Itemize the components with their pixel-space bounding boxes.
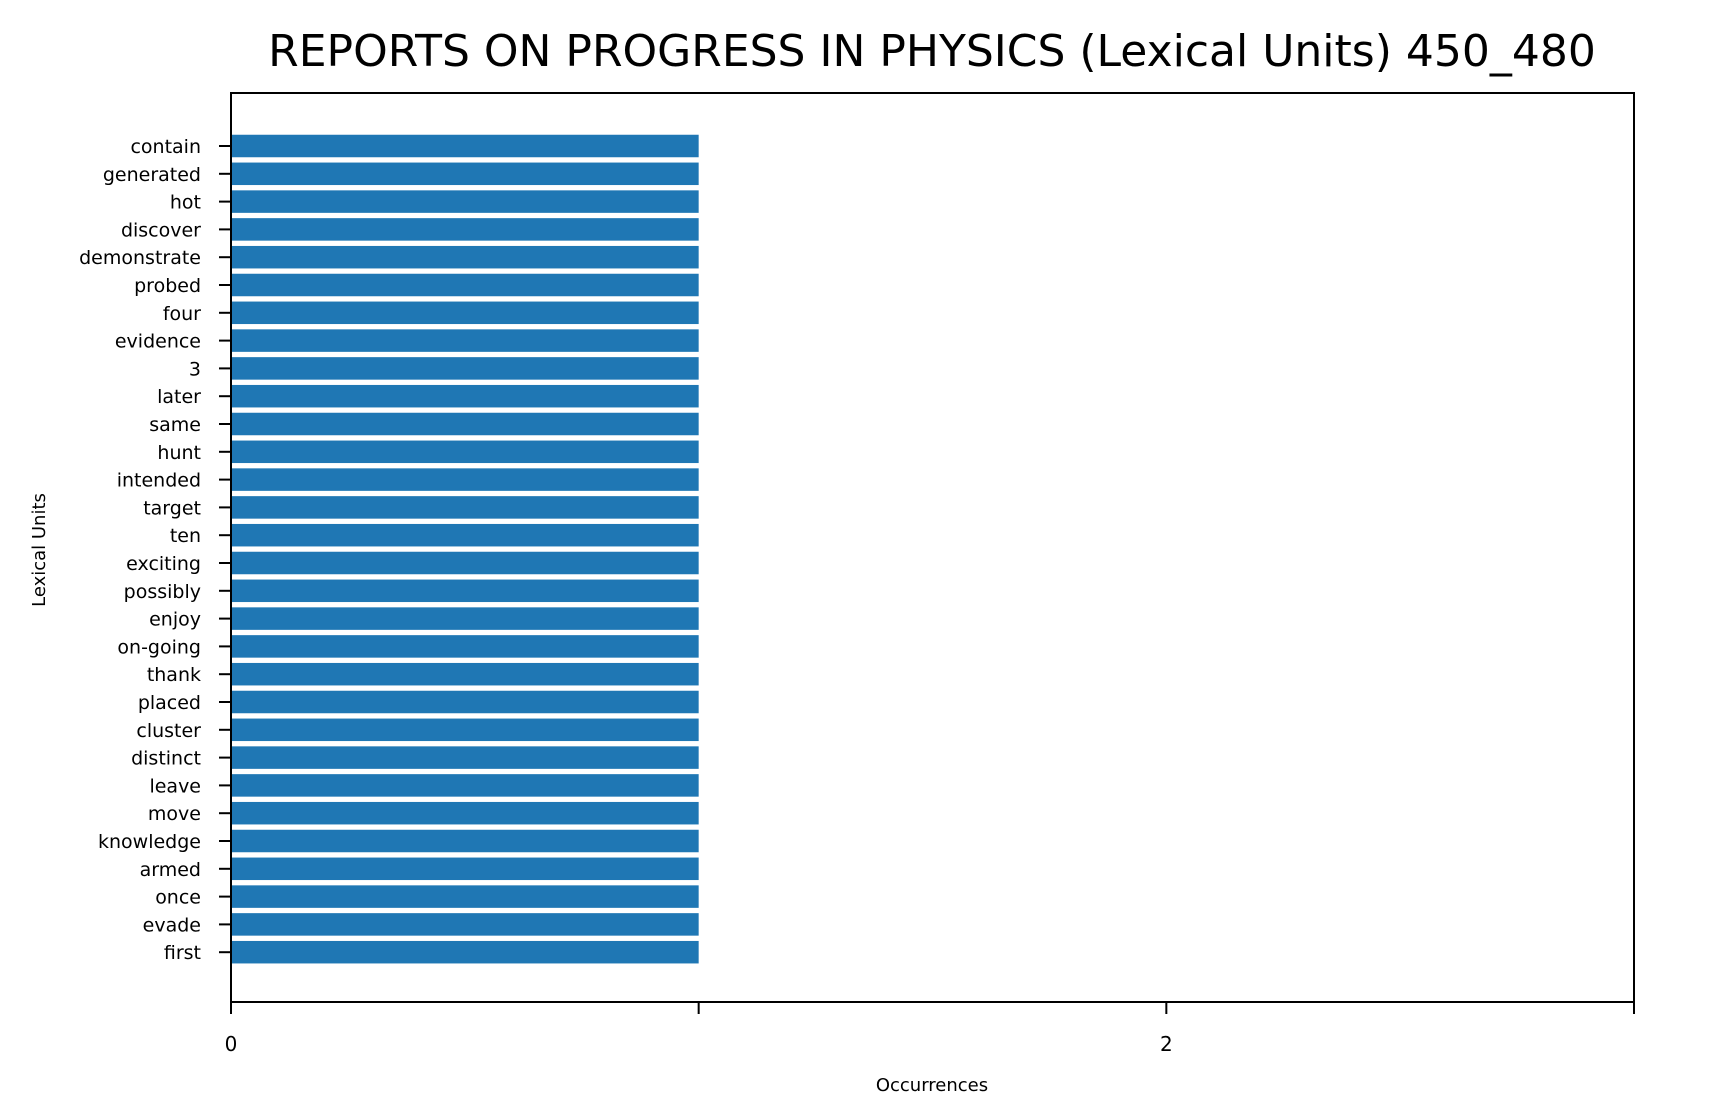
y-tick-label: on-going: [117, 636, 201, 658]
y-tick-label: four: [163, 303, 201, 325]
y-tick-label: placed: [138, 692, 201, 714]
bar-same: [231, 412, 699, 436]
y-tick-label: knowledge: [98, 831, 201, 853]
bar-distinct: [231, 746, 699, 769]
bar-knowledge: [231, 829, 699, 853]
y-tick-label: generated: [103, 164, 201, 186]
bar-probed: [231, 273, 699, 297]
y-tick-label: possibly: [124, 581, 201, 603]
x-tick-label: 2: [1160, 1032, 1173, 1056]
bar-discover: [231, 218, 699, 241]
y-tick-label: later: [157, 386, 201, 408]
chart-title: REPORTS ON PROGRESS IN PHYSICS (Lexical …: [268, 26, 1596, 77]
y-tick-label: evidence: [115, 331, 201, 353]
bar-thank: [231, 662, 699, 686]
bar-later: [231, 384, 699, 408]
y-tick-label: exciting: [126, 553, 201, 575]
y-tick-label: contain: [130, 136, 201, 158]
bars-group: [231, 134, 699, 964]
y-tick-label: distinct: [131, 748, 201, 770]
x-axis-label: Occurrences: [876, 1075, 988, 1096]
y-tick-label: demonstrate: [79, 247, 201, 269]
bar-ten: [231, 523, 699, 547]
bar-target: [231, 496, 699, 519]
bar-contain: [231, 134, 699, 158]
y-tick-label: armed: [140, 859, 201, 881]
y-tick-label: first: [164, 942, 201, 964]
bar-possibly: [231, 579, 699, 603]
bar-cluster: [231, 718, 699, 742]
y-axis-label: Lexical Units: [29, 493, 50, 607]
bar-leave: [231, 774, 699, 797]
bar-hunt: [231, 440, 699, 464]
bar-generated: [231, 162, 699, 186]
bar-on-going: [231, 635, 699, 658]
y-tick-label: probed: [134, 275, 201, 297]
bar-move: [231, 801, 699, 825]
y-tick-label: leave: [149, 775, 201, 797]
bar-evade: [231, 913, 699, 936]
y-tick-label: intended: [117, 470, 201, 492]
y-tick-label: enjoy: [149, 609, 201, 631]
bar-placed: [231, 690, 699, 714]
bar-3: [231, 357, 699, 380]
bar-evidence: [231, 329, 699, 352]
y-tick-label: target: [143, 497, 201, 519]
bar-armed: [231, 857, 699, 881]
bar-intended: [231, 468, 699, 491]
y-axis-ticks: contain generated hot discover demonstrate pr…: [79, 136, 231, 964]
bar-first: [231, 940, 699, 964]
x-tick-label: 0: [225, 1032, 238, 1056]
plot-frame: [230, 92, 1635, 1003]
y-tick-label: cluster: [136, 720, 201, 742]
y-tick-label: move: [148, 803, 201, 825]
y-tick-label: thank: [147, 664, 201, 686]
y-tick-label: evade: [143, 914, 201, 936]
bar-exciting: [231, 551, 699, 575]
bar-four: [231, 301, 699, 325]
y-tick-label: same: [149, 414, 201, 436]
y-tick-label: once: [155, 887, 201, 909]
y-tick-label: discover: [121, 219, 201, 241]
bar-demonstrate: [231, 245, 699, 269]
y-tick-label: hot: [170, 192, 201, 214]
bar-once: [231, 885, 699, 908]
bar-enjoy: [231, 607, 699, 630]
y-tick-label: ten: [170, 525, 201, 547]
y-tick-label: 3: [189, 358, 201, 380]
y-tick-label: hunt: [157, 442, 201, 464]
bar-hot: [231, 190, 699, 213]
